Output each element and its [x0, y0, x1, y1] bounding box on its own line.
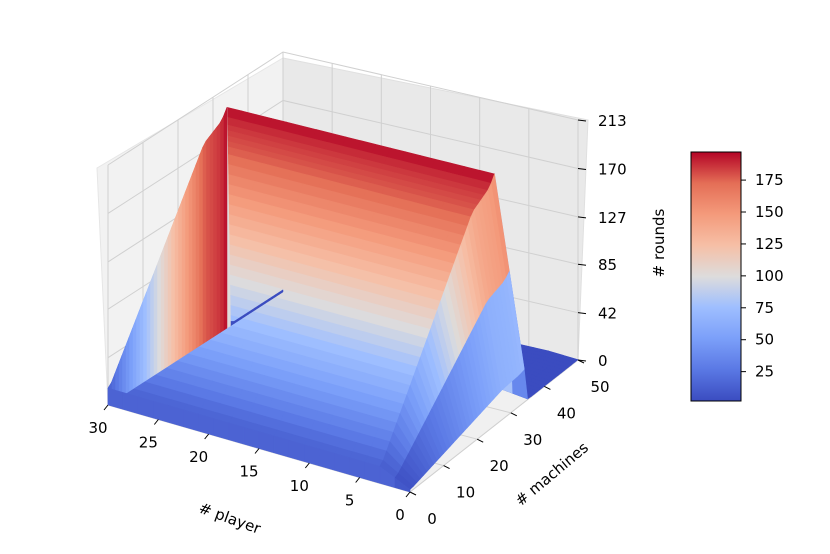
y-tick-label: 20 [490, 457, 509, 475]
y-tick-mark [510, 412, 518, 417]
surface-side-facet [174, 210, 179, 363]
colorbar: 25 50 75 100 125 150 175 [690, 151, 784, 402]
colorbar-tick-label: 150 [755, 203, 784, 221]
y-tick-mark [476, 438, 484, 443]
surface-side-facet [121, 346, 126, 397]
y-tick-label: 30 [523, 431, 542, 449]
surface-side-facet [202, 141, 207, 345]
z-tick-label: 85 [598, 256, 617, 274]
y-tick-label: 50 [590, 378, 609, 396]
surface-side-facet [135, 310, 140, 388]
colorbar-tick-label: 75 [755, 299, 774, 317]
surface-side-facet [125, 337, 130, 395]
colorbar-tick-label: 100 [755, 267, 784, 285]
surface-side-facet [205, 135, 210, 343]
surface-side-facet [156, 256, 161, 374]
colorbar-gradient [690, 151, 742, 402]
x-tick-mark [355, 477, 361, 483]
x-tick-mark [103, 404, 109, 411]
surface-side-facet [212, 126, 217, 338]
x-tick-label: 5 [345, 492, 355, 510]
y-tick-label: 40 [557, 404, 576, 422]
z-tick-label: 0 [598, 352, 608, 370]
surface-side-facet [170, 219, 175, 365]
y-tick-mark [409, 491, 417, 496]
y-axis-label: # machines [512, 438, 592, 510]
surface-side-facet [181, 192, 186, 358]
surface-side-facet [149, 274, 154, 379]
x-tick-mark [254, 448, 260, 454]
x-tick-mark [304, 462, 310, 469]
z-tick-label: 170 [598, 160, 627, 178]
x-tick-mark [153, 419, 159, 425]
z-tick-mark [577, 263, 587, 266]
y-axis-ticks: 0 10 20 30 40 50 [409, 359, 610, 528]
surface-side-facet [153, 265, 158, 377]
grid-line [107, 51, 579, 166]
surface-side-facet [146, 283, 151, 381]
y-tick-label: 0 [427, 510, 437, 528]
colorbar-tick-label: 50 [755, 331, 774, 349]
z-axis-label: # rounds [650, 208, 668, 277]
x-tick-label: 0 [395, 506, 405, 524]
colorbar-tick-label: 125 [755, 235, 784, 253]
surface-side-facet [167, 229, 172, 368]
x-tick-mark [204, 433, 210, 440]
surface-side-facet [132, 319, 137, 390]
surface-side-facet [160, 247, 165, 372]
surface [107, 106, 579, 493]
z-tick-mark [577, 119, 587, 122]
y-tick-mark [443, 465, 450, 470]
x-tick-label: 10 [290, 477, 309, 495]
x-tick-mark [405, 491, 411, 498]
surface-side-facet [142, 292, 147, 383]
x-axis-label: # player [196, 499, 264, 538]
colorbar-ticks: 25 50 75 100 125 150 175 [741, 171, 784, 381]
x-axis-ticks: 30 25 20 15 10 5 0 [88, 404, 411, 524]
z-axis-ticks: 0 42 85 127 170 213 [577, 112, 627, 370]
colorbar-tick-label: 175 [755, 171, 784, 189]
surface-side-facet [195, 156, 200, 349]
colorbar-tick-label: 25 [755, 363, 774, 381]
surface-side-facet [209, 131, 214, 340]
x-tick-label: 15 [239, 463, 258, 481]
surface-side-facet [139, 301, 144, 386]
z-tick-label: 127 [598, 209, 627, 227]
surface-front-facet [394, 477, 411, 493]
x-tick-label: 20 [189, 448, 208, 466]
z-tick-mark [577, 216, 587, 219]
x-tick-label: 25 [139, 434, 158, 452]
surface-side-facet [163, 238, 168, 370]
x-tick-label: 30 [88, 419, 107, 437]
surface-side-facet [223, 107, 228, 331]
z-tick-label: 213 [598, 112, 627, 130]
surface-side-facet [184, 183, 189, 356]
grid-line [107, 99, 579, 214]
z-tick-mark [577, 167, 587, 170]
surface-side-facet [219, 116, 224, 334]
y-tick-mark [544, 385, 551, 390]
surface-side-facet [188, 174, 193, 354]
surface-side-facet [128, 328, 133, 392]
surface-side-facet [198, 147, 203, 347]
surface-side-facet [177, 201, 182, 361]
z-tick-mark [577, 312, 587, 315]
z-tick-mark [577, 359, 587, 362]
surface-side-facet [191, 165, 196, 352]
z-tick-label: 42 [598, 305, 617, 323]
y-tick-label: 10 [456, 484, 475, 502]
surface-side-facet [216, 122, 221, 336]
